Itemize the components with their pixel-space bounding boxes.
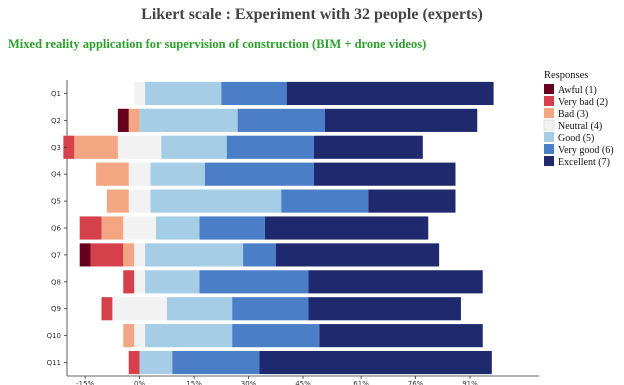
- legend-swatch: [544, 144, 554, 154]
- bar-q9-good: [166, 297, 233, 321]
- bar-q6-excellent: [264, 216, 429, 240]
- bar-q7-excellent: [275, 243, 440, 267]
- y-tick-label: Q8: [51, 278, 61, 286]
- bar-q2-good: [139, 108, 238, 132]
- y-tick-label: Q4: [51, 171, 62, 179]
- bar-q6-neutral: [123, 216, 156, 240]
- legend-label: Bad (3): [558, 109, 588, 120]
- legend-swatch: [544, 96, 554, 106]
- bar-q11-very-good: [172, 350, 260, 375]
- legend-title: Responses: [544, 70, 588, 81]
- x-tick-label: 91%: [462, 380, 478, 385]
- bar-q10-very-good: [232, 324, 320, 348]
- legend-label: Very good (6): [558, 145, 614, 156]
- bar-q8-neutral: [134, 270, 146, 294]
- bar-q10-excellent: [319, 324, 483, 348]
- bar-q6-good: [155, 216, 200, 240]
- legend-swatch: [544, 84, 554, 94]
- y-tick-label: Q2: [51, 117, 61, 125]
- bar-q7-very-bad: [90, 243, 124, 267]
- bar-q4-good: [150, 162, 205, 186]
- bar-q11-good: [139, 350, 173, 375]
- bar-q2-excellent: [324, 108, 478, 132]
- bar-q8-very-good: [199, 270, 309, 294]
- bar-q1-good: [145, 81, 222, 106]
- bar-q11-very-bad: [128, 350, 140, 375]
- bar-q6-very-good: [199, 216, 265, 240]
- x-tick-label: 45%: [295, 380, 311, 385]
- bar-q3-very-good: [226, 135, 314, 159]
- bar-q6-bad: [101, 216, 124, 240]
- bar-q7-good: [145, 243, 244, 267]
- x-tick-label: -15%: [76, 380, 94, 385]
- bar-q1-very-good: [221, 81, 287, 106]
- y-tick-label: Q11: [47, 359, 61, 367]
- bar-q7-very-good: [243, 243, 276, 267]
- x-tick-label: 0%: [134, 380, 145, 385]
- bar-q4-neutral: [128, 162, 151, 186]
- bar-q9-very-bad: [101, 297, 113, 321]
- bar-q6-very-bad: [79, 216, 102, 240]
- legend-swatch: [544, 108, 554, 118]
- bar-q7-neutral: [134, 243, 146, 267]
- bar-q5-good: [150, 189, 282, 213]
- bar-q4-excellent: [313, 162, 456, 186]
- legend-swatch: [544, 156, 554, 166]
- bar-q2-awful: [117, 108, 129, 132]
- bar-q2-bad: [128, 108, 140, 132]
- bar-q5-neutral: [128, 189, 151, 213]
- x-tick-label: 15%: [186, 380, 202, 385]
- bar-q10-neutral: [134, 324, 146, 348]
- bar-q3-very-bad: [63, 135, 75, 159]
- bar-q1-excellent: [286, 81, 494, 106]
- y-tick-label: Q5: [51, 198, 61, 206]
- legend-label: Excellent (7): [558, 157, 610, 168]
- y-tick-label: Q1: [51, 90, 61, 98]
- bar-q10-good: [145, 324, 233, 348]
- y-tick-label: Q7: [51, 251, 61, 259]
- legend-label: Good (5): [558, 133, 594, 144]
- bar-q8-very-bad: [123, 270, 135, 294]
- x-tick-label: 76%: [408, 380, 424, 385]
- bar-q5-bad: [106, 189, 129, 213]
- bar-q9-very-good: [232, 297, 309, 321]
- bar-q3-neutral: [117, 135, 162, 159]
- legend-label: Awful (1): [558, 85, 597, 96]
- bar-q3-bad: [74, 135, 118, 159]
- y-tick-label: Q6: [51, 225, 62, 233]
- x-tick-label: 30%: [241, 380, 257, 385]
- bar-q9-neutral: [112, 297, 167, 321]
- legend-label: Very bad (2): [558, 97, 608, 108]
- bar-q4-very-good: [204, 162, 314, 186]
- bar-q3-good: [161, 135, 227, 159]
- bar-q11-excellent: [259, 350, 492, 375]
- y-tick-label: Q10: [47, 332, 61, 340]
- bar-q7-awful: [79, 243, 91, 267]
- legend-swatch: [543, 119, 555, 131]
- legend-label: Neutral (4): [558, 121, 602, 132]
- x-tick-label: 61%: [353, 380, 369, 385]
- bar-q5-excellent: [368, 189, 456, 213]
- bar-q3-excellent: [313, 135, 423, 159]
- bar-q7-bad: [123, 243, 135, 267]
- bar-q9-excellent: [308, 297, 461, 321]
- y-tick-label: Q3: [51, 144, 61, 152]
- chart-subtitle: Mixed reality application for supervisio…: [8, 37, 427, 51]
- bar-q1-neutral: [134, 81, 146, 106]
- bar-q2-very-good: [237, 108, 325, 132]
- y-tick-label: Q9: [51, 305, 61, 313]
- bar-q4-bad: [96, 162, 129, 186]
- chart-title: Likert scale : Experiment with 32 people…: [141, 6, 483, 23]
- bar-q10-bad: [123, 324, 135, 348]
- bar-q5-very-good: [281, 189, 369, 213]
- bar-q8-excellent: [308, 270, 483, 294]
- bar-q8-good: [145, 270, 200, 294]
- legend-swatch: [544, 132, 554, 142]
